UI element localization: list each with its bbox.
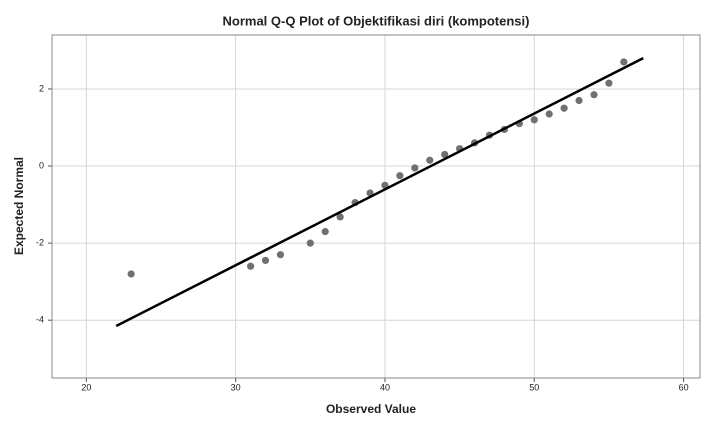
x-axis-label: Observed Value bbox=[326, 402, 416, 416]
point bbox=[575, 96, 583, 105]
point bbox=[336, 213, 344, 221]
chart-title: Normal Q-Q Plot of Objektifikasi diri (k… bbox=[223, 13, 530, 28]
point bbox=[605, 79, 613, 87]
y-axis-label: Expected Normal bbox=[12, 157, 26, 255]
x-tick-label: 30 bbox=[231, 382, 241, 392]
point bbox=[545, 110, 553, 118]
y-tick-label: 2 bbox=[39, 83, 44, 93]
point bbox=[127, 270, 135, 278]
point bbox=[306, 239, 314, 247]
point bbox=[276, 251, 285, 259]
plot-frame bbox=[51, 34, 701, 379]
point bbox=[620, 58, 628, 66]
x-tick-label: 50 bbox=[529, 382, 539, 392]
point bbox=[441, 150, 449, 159]
point bbox=[261, 256, 270, 265]
x-tick-label: 40 bbox=[380, 382, 390, 392]
point bbox=[411, 164, 419, 172]
point bbox=[426, 156, 434, 164]
y-tick-label: -2 bbox=[36, 237, 44, 247]
point bbox=[396, 172, 404, 180]
y-tick-label: -4 bbox=[36, 315, 44, 325]
x-tick-label: 60 bbox=[679, 382, 689, 392]
x-tick-label: 20 bbox=[81, 382, 91, 392]
point bbox=[530, 116, 538, 124]
reference-line bbox=[115, 57, 644, 328]
point bbox=[246, 262, 255, 270]
point bbox=[560, 104, 568, 112]
point bbox=[321, 227, 329, 236]
point bbox=[590, 91, 598, 99]
y-tick-label: 0 bbox=[39, 160, 44, 170]
